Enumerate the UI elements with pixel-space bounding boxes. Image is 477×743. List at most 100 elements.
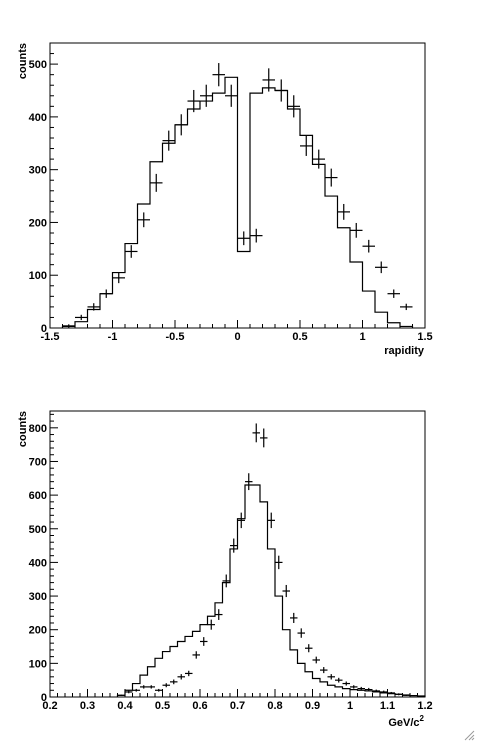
data-point: [267, 512, 275, 529]
data-point: [62, 324, 75, 328]
y-tick-label: 400: [29, 557, 47, 569]
x-tick-label: 0.3: [80, 700, 95, 712]
x-tick-label: 0: [234, 331, 240, 343]
rapidity-panel: -1.5 -1 -0.5 0 0.5 1 1.5 0 100 200 300 400 500 rapi…: [17, 42, 433, 357]
data-point: [282, 584, 290, 598]
data-point: [357, 686, 365, 691]
x-tick-label: 1.5: [417, 331, 432, 343]
data-point: [335, 677, 343, 683]
y-tick-labels: 0 100 200 300 400 500 600 700 800: [29, 423, 47, 704]
data-point: [275, 555, 283, 570]
y-tick-label: 0: [41, 323, 47, 335]
data-point: [185, 670, 193, 677]
x-tick-label: 0.9: [305, 700, 320, 712]
x-tick-label: -1: [108, 331, 118, 343]
x-tick-label: 0.7: [230, 700, 245, 712]
data-point: [125, 245, 138, 258]
data-point: [395, 693, 403, 696]
y-tick-label: 0: [41, 692, 47, 704]
data-point: [230, 538, 238, 553]
data-point: [175, 114, 188, 136]
data-point: [237, 231, 250, 246]
x-tick-label: 0.8: [267, 700, 282, 712]
y-tick-label: 200: [29, 625, 47, 637]
data-point: [112, 272, 125, 284]
data-point: [320, 667, 328, 674]
x-tick-label: 0.5: [292, 331, 307, 343]
data-point: [325, 168, 338, 187]
x-tick-label: 0.5: [155, 700, 170, 712]
data-point: [375, 261, 388, 274]
x-tick-label: 1.1: [380, 700, 395, 712]
x-tick-labels: -1.5 -1 -0.5 0 0.5 1 1.5: [41, 331, 433, 343]
data-point: [312, 656, 320, 664]
data-point: [312, 149, 325, 169]
axis-ticks: [49, 413, 426, 698]
data-point: [387, 691, 395, 694]
plot-frame: [49, 410, 426, 698]
data-point: [75, 314, 88, 321]
y-tick-label: 600: [29, 490, 47, 502]
x-tick-label: 0.4: [117, 700, 133, 712]
x-tick-labels: 0.2 0.3 0.4 0.5 0.6 0.7 0.8 0.9 1 1.1 1.2: [42, 700, 432, 712]
data-point: [225, 84, 238, 107]
x-tick-label: 1.2: [417, 700, 432, 712]
data-point: [140, 685, 148, 689]
x-tick-label: 0.2: [42, 700, 57, 712]
y-tick-label: 100: [29, 658, 47, 670]
data-point: [87, 303, 100, 311]
data-point: [362, 239, 375, 253]
data-point: [222, 574, 230, 588]
data-point: [300, 135, 313, 156]
data-point: [262, 68, 275, 92]
data-points: [62, 63, 413, 328]
data-point: [387, 289, 400, 298]
data-point: [117, 694, 125, 696]
data-point: [380, 690, 388, 694]
x-axis-label-main: GeV/c: [388, 717, 419, 729]
x-axis-label-superscript: 2: [420, 714, 425, 723]
x-tick-label: 0.6: [192, 700, 207, 712]
data-point: [137, 212, 150, 228]
y-tick-label: 500: [29, 524, 47, 536]
data-point: [250, 228, 263, 243]
axis-ticks: [49, 42, 426, 329]
resize-grip-icon[interactable]: [463, 729, 475, 741]
data-point: [170, 679, 178, 685]
data-point: [150, 173, 163, 192]
data-point: [162, 130, 175, 151]
data-point: [305, 644, 313, 653]
y-tick-label: 100: [29, 270, 47, 282]
data-point: [365, 687, 373, 692]
x-axis-label: GeV/c2: [388, 714, 424, 729]
data-point: [342, 681, 350, 686]
data-point: [207, 619, 215, 630]
data-point: [297, 628, 305, 638]
data-point: [215, 609, 223, 620]
data-point: [327, 674, 335, 680]
histogram-step-line: [116, 484, 426, 697]
data-point: [287, 95, 300, 118]
data-point: [402, 694, 410, 696]
data-point: [275, 79, 288, 102]
y-tick-label: 800: [29, 423, 47, 435]
y-axis-label: counts: [17, 411, 29, 447]
y-tick-label: 500: [29, 59, 47, 71]
data-point: [350, 222, 363, 238]
data-point: [155, 688, 163, 692]
data-point: [372, 689, 380, 693]
x-axis-label: rapidity: [384, 345, 425, 357]
data-point: [132, 688, 140, 692]
data-point: [212, 63, 225, 87]
data-point: [400, 303, 413, 311]
x-tick-label: -1.5: [41, 331, 60, 343]
x-tick-label: -0.5: [166, 331, 185, 343]
data-point: [252, 423, 260, 443]
data-point: [125, 690, 133, 694]
y-axis-label: counts: [17, 43, 29, 79]
data-point: [350, 685, 358, 689]
data-point: [337, 203, 350, 220]
data-point: [192, 651, 200, 659]
y-tick-labels: 0 100 200 300 400 500: [29, 59, 47, 335]
